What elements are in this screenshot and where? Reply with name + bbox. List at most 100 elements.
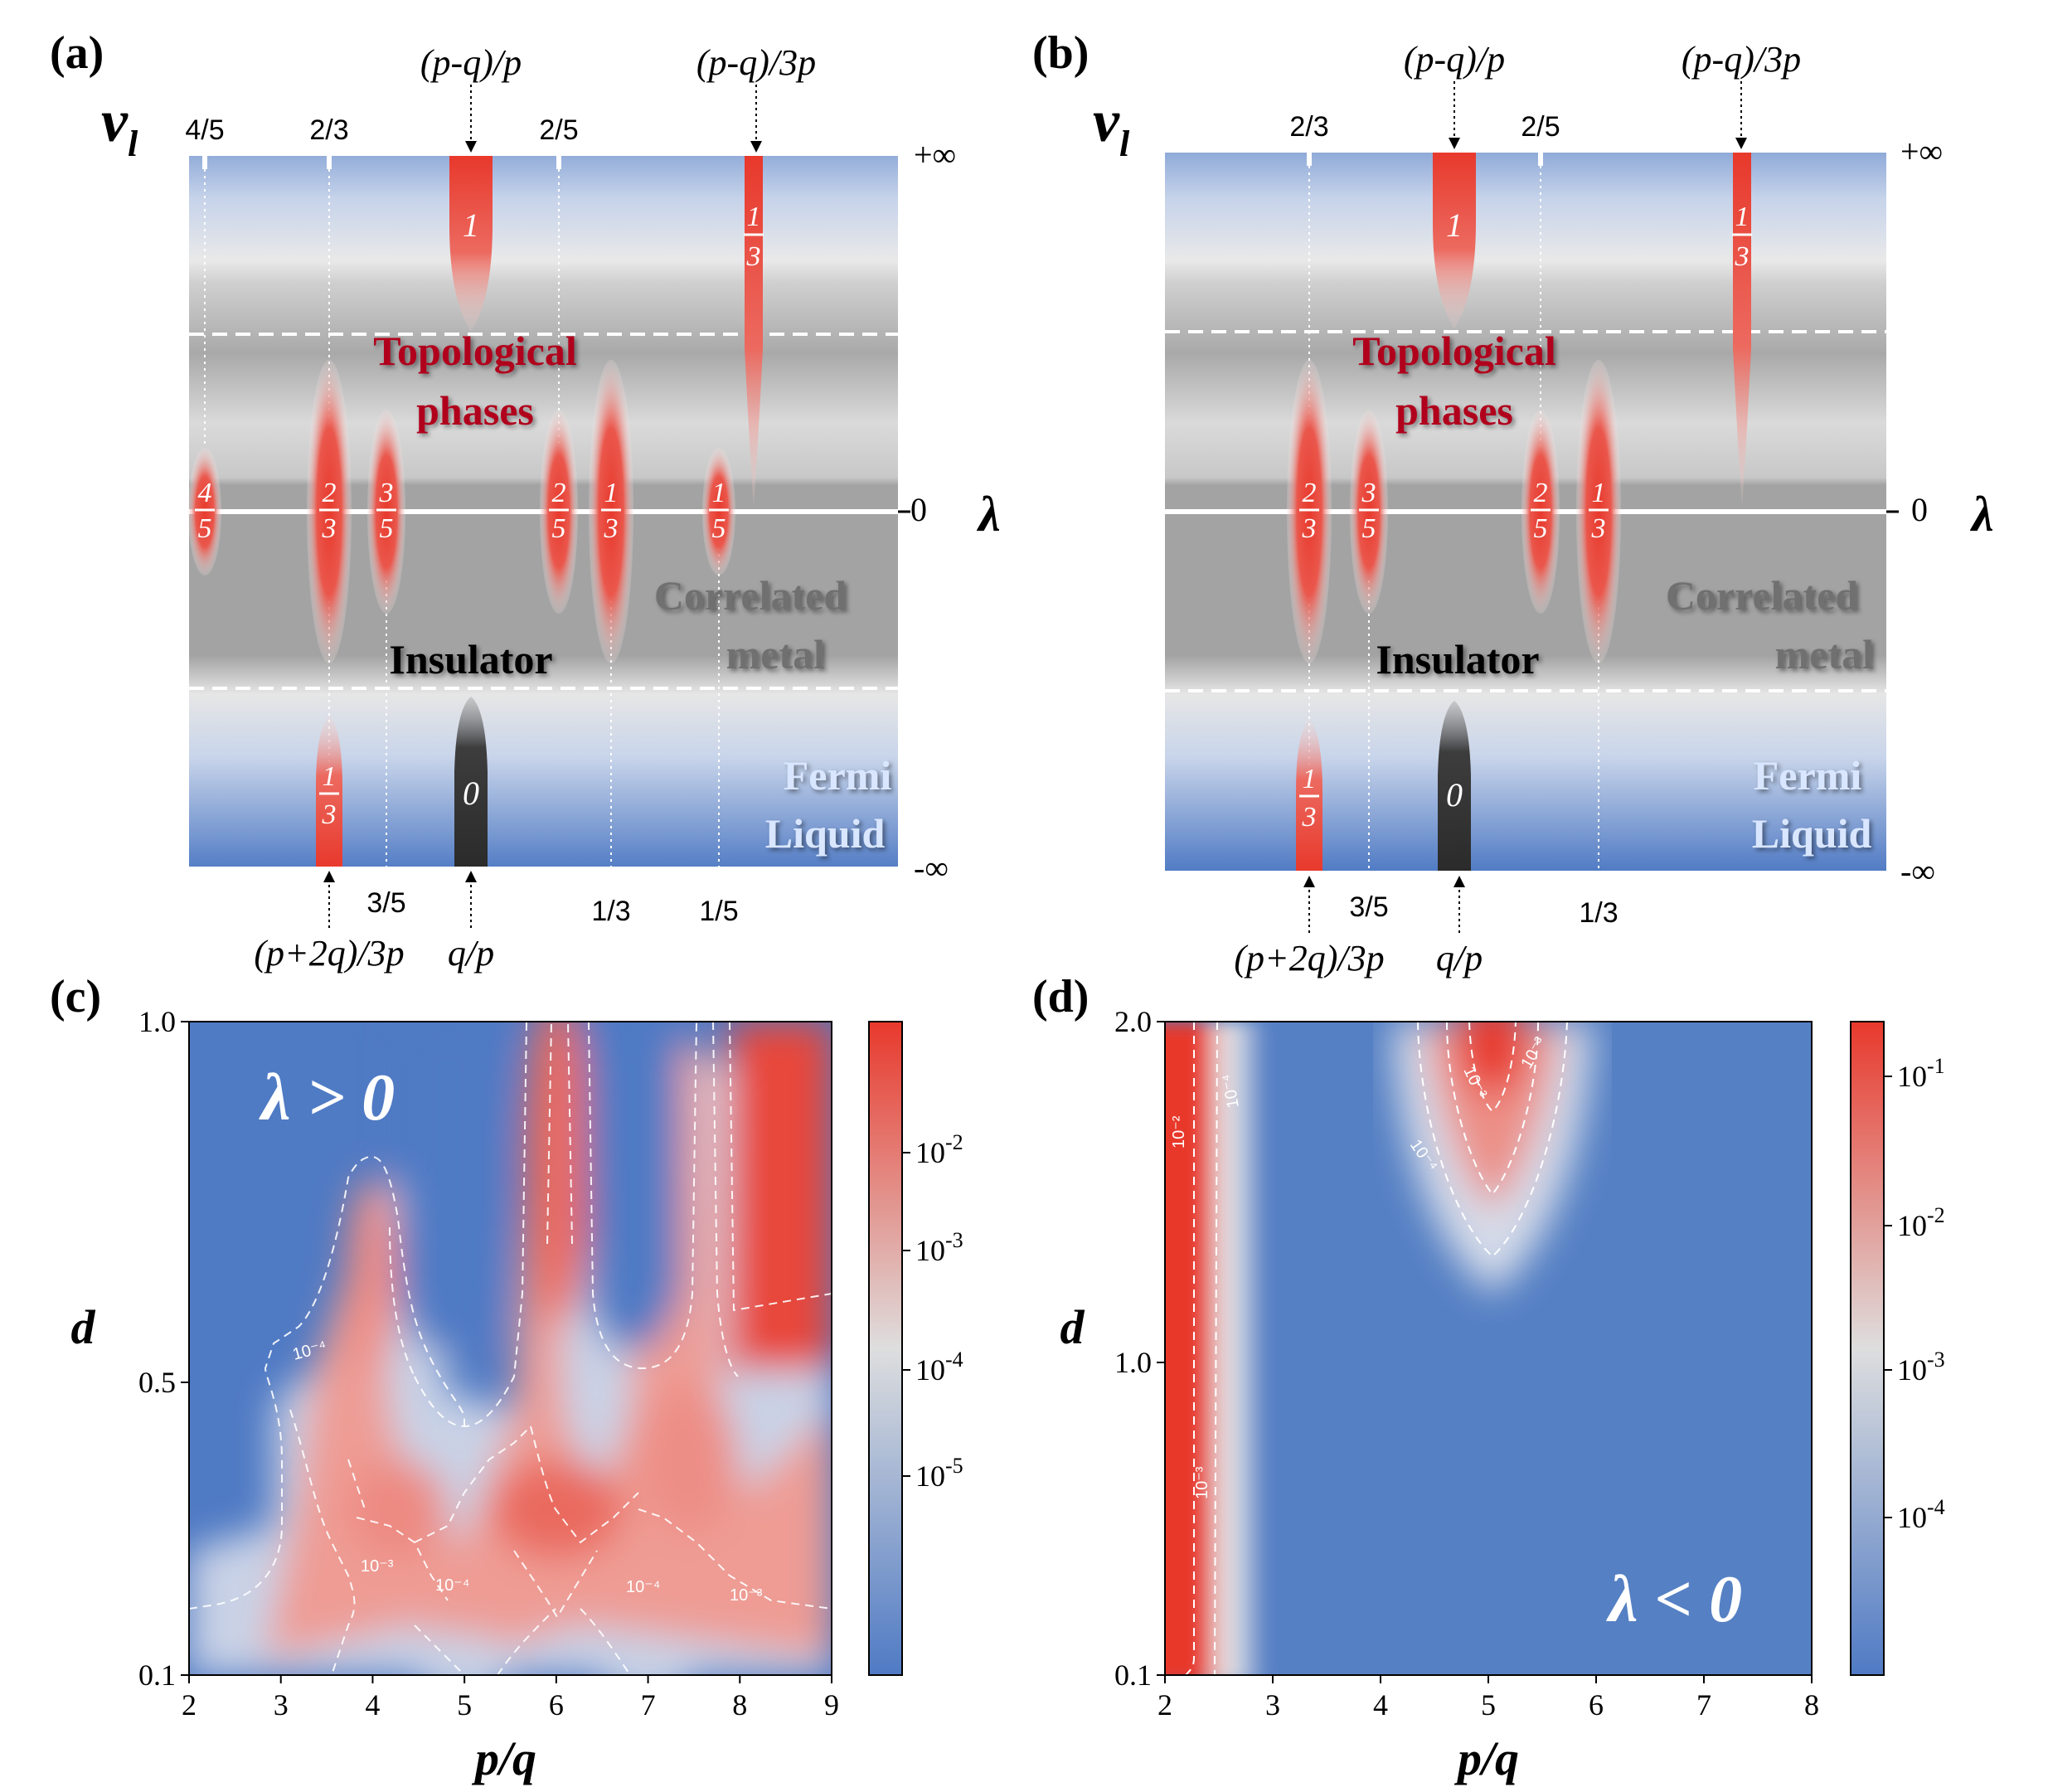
minus-infinity-b: -∞ [1900, 852, 1935, 890]
svg-text:10⁻³: 10⁻³ [1193, 1466, 1211, 1499]
c-xtick-label: 8 [732, 1688, 747, 1722]
svg-text:1: 1 [712, 478, 726, 508]
svg-text:3: 3 [1302, 513, 1317, 544]
xlabel-c: p/q [471, 1731, 536, 1785]
zero-label-a: 0 [910, 491, 927, 528]
svg-text:(p-q)/p: (p-q)/p [420, 42, 522, 83]
phase-3-5-b [1350, 410, 1388, 614]
svg-text:2/5: 2/5 [1521, 111, 1560, 143]
svg-text:(p-q)/p: (p-q)/p [1404, 39, 1505, 80]
bottom-annotations-a: (p+2q)/3p q/p [254, 933, 494, 974]
c-ytick-label: 1.0 [138, 1005, 176, 1038]
top-annotations-a: (p-q)/p (p-q)/3p [420, 42, 816, 83]
region-labels-a: Topological phases Correlated metal Insu… [373, 328, 891, 857]
svg-text:Fermi: Fermi [1754, 752, 1862, 799]
svg-text:2: 2 [552, 478, 566, 508]
d-xtick-label: 2 [1157, 1688, 1172, 1722]
d-cbar-label: 10-3 [1897, 1348, 1945, 1386]
svg-text:Insulator: Insulator [1376, 636, 1539, 682]
phase-1-3-top-label-b: 1 3 [1732, 202, 1752, 272]
svg-text:3: 3 [379, 478, 394, 508]
heatmap-c: 10⁻⁴ 10⁻³ 10⁻⁴ 10⁻⁴ 10⁻³ [189, 1022, 832, 1675]
c-cbar-label: 10-2 [915, 1130, 963, 1169]
svg-text:3: 3 [322, 513, 337, 544]
svg-text:1/5: 1/5 [699, 896, 738, 927]
top-tick-marks-a [202, 156, 561, 169]
oval-fraction-labels-a: 4 5 2 3 3 5 2 5 1 3 1 5 [195, 478, 729, 544]
bottom-annotation-arrows-b [1308, 884, 1460, 935]
phase-1-3-bottom-label-a: 1 3 [319, 761, 339, 830]
bottom-tick-labels-b: 3/5 1/3 [1349, 891, 1618, 929]
svg-text:10⁻⁴: 10⁻⁴ [435, 1576, 469, 1595]
contours-d [1185, 1022, 1568, 1675]
bottom-annotation-arrows-a [328, 879, 472, 930]
svg-text:q/p: q/p [1436, 938, 1483, 979]
svg-text:3/5: 3/5 [366, 887, 405, 919]
panel-c: (c) [50, 971, 963, 1785]
phase-1-3-bottom-label-b: 1 3 [1299, 764, 1319, 833]
phase-1-top-b [1433, 153, 1476, 328]
c-xtick-label: 5 [457, 1688, 472, 1722]
d-xtick-label: 5 [1481, 1688, 1496, 1722]
phase-1-label-a: 1 [463, 206, 479, 244]
phase-2-5-a [540, 410, 578, 614]
contours-c [189, 1022, 832, 1675]
svg-text:3: 3 [322, 799, 337, 830]
phase-1-5-a [702, 448, 735, 575]
svg-text:Liquid: Liquid [765, 810, 886, 857]
plus-infinity-a: +∞ [914, 136, 956, 173]
svg-text:phases: phases [1395, 387, 1513, 434]
phase-1-3-bottom-a [316, 715, 342, 867]
svg-text:5: 5 [712, 513, 726, 544]
x-ticks-d: 2 3 4 5 6 7 8 [1157, 1675, 1819, 1722]
axis-lambda-b: λ [1969, 487, 1994, 541]
phase-1-label-b: 1 [1446, 206, 1463, 244]
svg-text:4/5: 4/5 [185, 114, 224, 146]
svg-text:2/5: 2/5 [539, 114, 578, 146]
svg-text:Fermi: Fermi [784, 752, 892, 799]
region-labels-b: Topological phases Correlated metal Insu… [1352, 328, 1874, 857]
y-ticks-d: 2.0 1.0 0.1 [1114, 1005, 1165, 1692]
svg-text:1/3: 1/3 [591, 896, 630, 927]
panel-d: (d) 10⁻² 10⁻⁴ 10⁻³ [1032, 971, 1945, 1785]
phase-0-label-b: 0 [1446, 776, 1463, 813]
svg-text:q/p: q/p [448, 933, 494, 974]
svg-text:1: 1 [323, 761, 337, 792]
svg-text:5: 5 [198, 513, 212, 544]
svg-text:2: 2 [323, 478, 337, 508]
svg-text:3: 3 [604, 513, 619, 544]
y-ticks-c: 1.0 0.5 0.1 [138, 1005, 189, 1692]
x-ticks-c: 2 3 4 5 6 7 8 9 [182, 1675, 839, 1722]
bottom-annotations-b: (p+2q)/3p q/p [1234, 938, 1483, 979]
panel-b: (b) 1 1 3 2 3 3 5 2 5 [1032, 27, 1994, 979]
phase-0-label-a: 0 [463, 775, 479, 812]
c-xtick-label: 2 [182, 1688, 197, 1722]
zero-label-b: 0 [1911, 491, 1928, 528]
d-cbar-label: 10-1 [1897, 1054, 1945, 1093]
svg-text:phases: phases [416, 387, 534, 434]
svg-text:Topological: Topological [1352, 328, 1556, 374]
c-xtick-label: 7 [641, 1688, 656, 1722]
panel-label-b: (b) [1032, 27, 1089, 79]
panel-label-c: (c) [50, 971, 101, 1022]
phase-0-bottom-b [1438, 701, 1471, 871]
heatmap-d: 10⁻² 10⁻⁴ 10⁻³ 10⁻⁴ 10⁻³ 10⁻³ [1165, 1022, 1812, 1675]
phase-1-top-a [449, 156, 493, 332]
c-xtick-label: 6 [549, 1688, 564, 1722]
c-cbar-label: 10-5 [915, 1454, 963, 1493]
svg-text:1: 1 [604, 478, 619, 508]
panel-a: (a) 1 1 3 [50, 27, 1001, 974]
svg-text:10⁻²: 10⁻² [1170, 1115, 1188, 1149]
c-cbar-label: 10-3 [915, 1228, 963, 1267]
phase-3-5-a [367, 410, 405, 614]
ylabel-d: d [1060, 1300, 1085, 1354]
svg-text:10⁻³: 10⁻³ [361, 1557, 394, 1576]
phase-4-5-a [188, 448, 221, 575]
phase-1-3-top-a [745, 156, 763, 507]
colorbar-ticks-d: 10-1 10-2 10-3 10-4 [1884, 1054, 1945, 1534]
top-tick-marks-b [1307, 153, 1543, 166]
top-annotation-arrows-b [1453, 81, 1742, 139]
svg-text:3: 3 [746, 241, 761, 272]
svg-text:Correlated: Correlated [654, 572, 847, 619]
